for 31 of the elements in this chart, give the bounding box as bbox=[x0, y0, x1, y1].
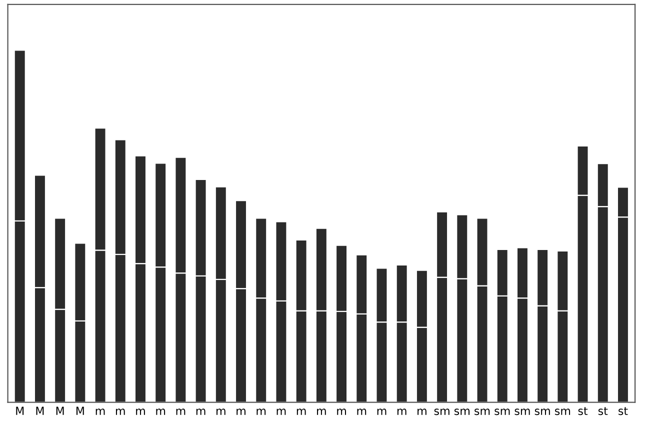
x-tick-label: m bbox=[236, 408, 246, 415]
x-tick-label: m bbox=[156, 408, 166, 415]
x-tick-label: m bbox=[276, 408, 286, 415]
x-tick-label: sm bbox=[534, 408, 550, 416]
x-tick-label: m bbox=[196, 408, 206, 415]
x-tick-label: m bbox=[256, 408, 266, 415]
x-tick-label: sm bbox=[454, 408, 470, 416]
x-tick-label: m bbox=[116, 408, 125, 415]
x-tick-label: m bbox=[418, 408, 426, 415]
x-tick-label: m bbox=[377, 408, 386, 415]
x-tick-label: m bbox=[176, 408, 186, 415]
x-tick-label: M bbox=[76, 406, 84, 415]
x-tick-label: st bbox=[578, 407, 588, 416]
x-tick-label: m bbox=[296, 408, 306, 415]
x-tick-label: M bbox=[16, 406, 24, 415]
x-tick-label: sm bbox=[474, 408, 490, 416]
x-tick-label: sm bbox=[494, 408, 510, 416]
x-tick-label: m bbox=[96, 408, 105, 415]
x-tick-label: sm bbox=[554, 408, 570, 416]
x-tick-label: M bbox=[56, 406, 64, 415]
x-tick-label: m bbox=[337, 408, 346, 415]
x-tick-label: M bbox=[36, 406, 44, 415]
x-tick-label: st bbox=[618, 407, 628, 416]
x-tick-label: m bbox=[216, 408, 226, 415]
x-tick-label: st bbox=[598, 407, 608, 416]
x-tick-label: sm bbox=[514, 408, 530, 416]
x-tick-label: m bbox=[357, 408, 366, 415]
x-tick-label: m bbox=[397, 408, 406, 415]
x-tick-label: m bbox=[317, 408, 326, 415]
x-tick-label: m bbox=[136, 408, 145, 415]
x-tick-label: sm bbox=[434, 408, 450, 416]
